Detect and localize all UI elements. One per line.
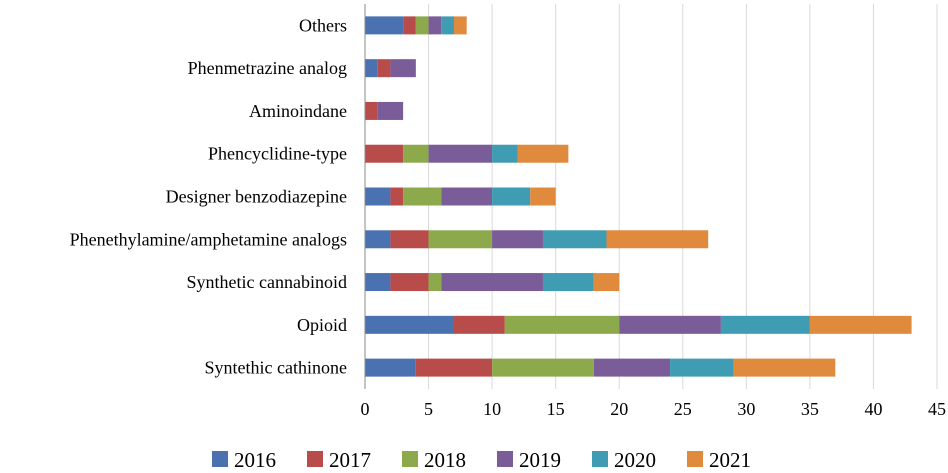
bar-phenethylamine-amphetamine-analogs-2019	[492, 230, 543, 249]
bar-phenethylamine-amphetamine-analogs-2020	[542, 230, 607, 249]
x-tick-label-45: 45	[928, 399, 946, 419]
legend-swatch-2021	[687, 451, 703, 467]
bar-opioid-2016	[365, 315, 454, 334]
bar-phenmetrazine-analog-2017	[377, 59, 391, 78]
legend-label-2017: 2017	[329, 448, 371, 472]
category-label-opioid: Opioid	[297, 315, 347, 335]
legend-label-2018: 2018	[424, 448, 466, 472]
category-label-others: Others	[299, 15, 347, 35]
bar-others-2017	[403, 16, 416, 35]
legend-swatch-2019	[497, 451, 513, 467]
bar-designer-benzodiazepine-2020	[492, 187, 531, 206]
category-label-phenmetrazine-analog: Phenmetrazine analog	[188, 58, 347, 78]
bar-syntethic-cathinone-2018	[492, 358, 594, 377]
bar-opioid-2020	[720, 315, 810, 334]
bar-synthetic-cannabinoid-2020	[542, 273, 594, 292]
bar-syntethic-cathinone-2017	[415, 358, 493, 377]
bar-aminoindane-2017	[365, 101, 378, 120]
category-label-designer-benzodiazepine: Designer benzodiazepine	[166, 187, 347, 207]
bar-synthetic-cannabinoid-2016	[365, 273, 391, 292]
bar-phencyclidine-type-2020	[492, 144, 518, 163]
bar-others-2018	[415, 16, 429, 35]
bar-opioid-2017	[453, 315, 505, 334]
category-label-aminoindane: Aminoindane	[249, 101, 347, 121]
bar-syntethic-cathinone-2021	[733, 358, 836, 377]
x-tick-label-5: 5	[424, 399, 433, 419]
bar-synthetic-cannabinoid-2017	[390, 273, 429, 292]
bar-designer-benzodiazepine-2018	[403, 187, 442, 206]
bars	[365, 16, 912, 377]
bar-designer-benzodiazepine-2021	[530, 187, 556, 206]
x-tick-label-25: 25	[674, 399, 692, 419]
x-tick-label-20: 20	[610, 399, 628, 419]
bar-phencyclidine-type-2021	[517, 144, 569, 163]
x-tick-label-35: 35	[801, 399, 819, 419]
bar-opioid-2018	[504, 315, 620, 334]
bar-synthetic-cannabinoid-2021	[593, 273, 620, 292]
legend-label-2019: 2019	[519, 448, 561, 472]
bar-synthetic-cannabinoid-2018	[428, 273, 442, 292]
legend-swatch-2018	[402, 451, 418, 467]
bar-phenethylamine-amphetamine-analogs-2016	[365, 230, 391, 249]
x-tick-label-0: 0	[361, 399, 370, 419]
bar-designer-benzodiazepine-2016	[365, 187, 391, 206]
bar-others-2016	[365, 16, 404, 35]
legend: 2016 2017 2018 2019 2020 2021	[212, 448, 751, 472]
gridlines	[428, 4, 938, 389]
bar-phenethylamine-amphetamine-analogs-2021	[606, 230, 709, 249]
bar-aminoindane-2019	[377, 101, 404, 120]
bar-designer-benzodiazepine-2019	[441, 187, 493, 206]
legend-swatch-2017	[307, 451, 323, 467]
bar-designer-benzodiazepine-2017	[390, 187, 404, 206]
x-tick-label-30: 30	[737, 399, 755, 419]
bar-phenethylamine-amphetamine-analogs-2018	[428, 230, 493, 249]
category-label-synthetic-cannabinoid: Synthetic cannabinoid	[187, 272, 347, 292]
bar-phenmetrazine-analog-2019	[390, 59, 416, 78]
bar-syntethic-cathinone-2016	[365, 358, 416, 377]
x-tick-label-40: 40	[864, 399, 882, 419]
bar-syntethic-cathinone-2020	[670, 358, 734, 377]
bar-opioid-2021	[809, 315, 912, 334]
legend-label-2020: 2020	[614, 448, 656, 472]
bar-phenmetrazine-analog-2016	[365, 59, 378, 78]
category-labels: Others Phenmetrazine analog Aminoindane Phe…	[70, 15, 347, 377]
bar-synthetic-cannabinoid-2019	[441, 273, 543, 292]
legend-swatch-2020	[592, 451, 608, 467]
bar-syntethic-cathinone-2019	[593, 358, 671, 377]
bar-others-2021	[453, 16, 467, 35]
x-tick-label-15: 15	[547, 399, 565, 419]
x-tick-labels: 0 5 10 15 20 25 30 35 40 45	[361, 399, 947, 419]
bar-others-2020	[441, 16, 454, 35]
bar-phencyclidine-type-2018	[403, 144, 429, 163]
bar-phenethylamine-amphetamine-analogs-2017	[390, 230, 429, 249]
category-label-syntethic-cathinone: Syntethic cathinone	[205, 358, 347, 378]
bar-phencyclidine-type-2017	[365, 144, 404, 163]
x-tick-label-10: 10	[483, 399, 501, 419]
bar-others-2019	[428, 16, 442, 35]
legend-swatch-2016	[212, 451, 228, 467]
bar-opioid-2019	[619, 315, 721, 334]
category-label-phencyclidine-type: Phencyclidine-type	[208, 144, 347, 164]
legend-label-2016: 2016	[234, 448, 276, 472]
legend-label-2021: 2021	[709, 448, 751, 472]
bar-phencyclidine-type-2019	[428, 144, 493, 163]
category-label-phenethylamine-amphetamine-analogs: Phenethylamine/amphetamine analogs	[70, 229, 347, 249]
